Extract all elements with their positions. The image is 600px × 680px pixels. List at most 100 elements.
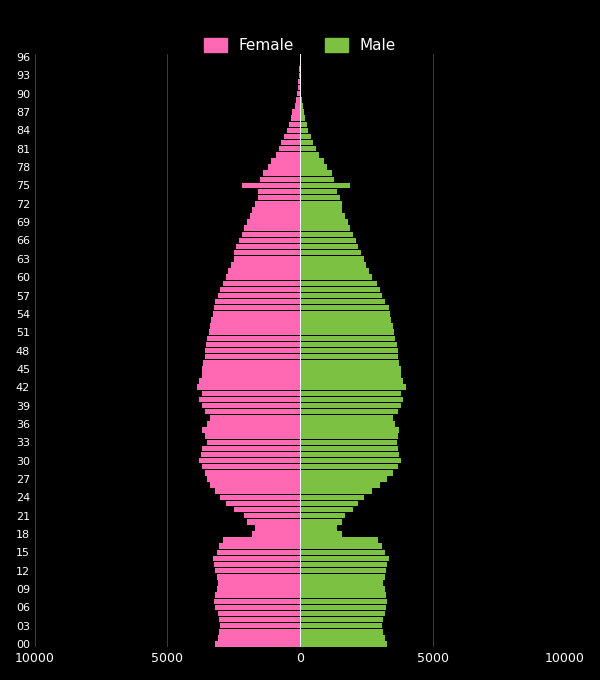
Bar bbox=[215, 299, 300, 305]
Bar bbox=[300, 103, 302, 109]
Bar bbox=[300, 287, 380, 292]
Bar bbox=[300, 116, 305, 121]
Bar bbox=[218, 611, 300, 616]
Bar bbox=[300, 201, 343, 207]
Bar bbox=[300, 311, 390, 317]
Bar bbox=[214, 598, 300, 604]
Bar bbox=[300, 562, 388, 567]
Bar bbox=[207, 439, 300, 445]
Bar bbox=[300, 409, 398, 414]
Bar bbox=[298, 85, 300, 90]
Bar bbox=[300, 177, 334, 182]
Bar bbox=[300, 354, 398, 360]
Bar bbox=[279, 146, 300, 152]
Bar bbox=[300, 470, 393, 475]
Bar bbox=[300, 482, 380, 488]
Bar bbox=[199, 458, 300, 463]
Bar bbox=[214, 305, 300, 311]
Bar bbox=[207, 335, 300, 341]
Bar bbox=[300, 476, 388, 481]
Bar bbox=[300, 488, 371, 494]
Bar bbox=[207, 421, 300, 426]
Bar bbox=[205, 347, 300, 354]
Bar bbox=[300, 226, 350, 231]
Bar bbox=[215, 592, 300, 598]
Bar bbox=[231, 262, 300, 268]
Bar bbox=[300, 269, 369, 274]
Bar bbox=[229, 269, 300, 274]
Bar bbox=[205, 354, 300, 360]
Bar bbox=[200, 452, 300, 457]
Bar bbox=[300, 598, 388, 604]
Bar bbox=[300, 458, 401, 463]
Bar bbox=[203, 360, 300, 366]
Bar bbox=[202, 464, 300, 469]
Bar bbox=[226, 275, 300, 280]
Bar bbox=[300, 396, 403, 402]
Bar bbox=[300, 537, 378, 543]
Bar bbox=[257, 195, 300, 201]
Bar bbox=[300, 635, 385, 641]
Bar bbox=[300, 421, 395, 426]
Bar bbox=[300, 403, 401, 408]
Bar bbox=[205, 409, 300, 414]
Bar bbox=[271, 158, 300, 164]
Bar bbox=[247, 519, 300, 524]
Bar bbox=[300, 439, 397, 445]
Bar bbox=[298, 91, 300, 97]
Bar bbox=[276, 152, 300, 158]
Bar bbox=[234, 507, 300, 512]
Bar bbox=[300, 91, 301, 97]
Bar bbox=[300, 329, 394, 335]
Bar bbox=[211, 317, 300, 323]
Bar bbox=[223, 537, 300, 543]
Bar bbox=[197, 384, 300, 390]
Bar bbox=[300, 378, 403, 384]
Bar bbox=[300, 140, 313, 146]
Bar bbox=[300, 519, 343, 524]
Bar bbox=[300, 390, 401, 396]
Bar bbox=[300, 623, 382, 628]
Bar bbox=[300, 152, 319, 158]
Bar bbox=[300, 605, 386, 610]
Bar bbox=[296, 97, 300, 103]
Bar bbox=[236, 244, 300, 250]
Bar bbox=[300, 335, 395, 341]
Bar bbox=[300, 128, 308, 133]
Bar bbox=[260, 177, 300, 182]
Bar bbox=[202, 366, 300, 372]
Bar bbox=[300, 525, 337, 530]
Bar bbox=[215, 605, 300, 610]
Bar bbox=[300, 372, 401, 378]
Bar bbox=[300, 549, 385, 555]
Bar bbox=[215, 641, 300, 647]
Bar bbox=[218, 635, 300, 641]
Bar bbox=[300, 531, 343, 537]
Bar bbox=[252, 531, 300, 537]
Bar bbox=[300, 360, 400, 366]
Bar bbox=[291, 116, 300, 121]
Bar bbox=[300, 427, 400, 432]
Bar bbox=[300, 158, 324, 164]
Bar bbox=[300, 494, 364, 500]
Bar bbox=[300, 629, 383, 634]
Bar bbox=[300, 500, 358, 506]
Bar bbox=[210, 415, 300, 420]
Bar bbox=[300, 109, 304, 115]
Bar bbox=[212, 556, 300, 561]
Bar bbox=[220, 287, 300, 292]
Bar bbox=[210, 482, 300, 488]
Bar bbox=[300, 507, 353, 512]
Bar bbox=[300, 445, 398, 451]
Bar bbox=[281, 140, 300, 146]
Bar bbox=[300, 256, 364, 262]
Bar bbox=[300, 293, 382, 299]
Bar bbox=[300, 244, 358, 250]
Bar bbox=[214, 562, 300, 567]
Bar bbox=[205, 433, 300, 439]
Bar bbox=[300, 586, 385, 592]
Bar bbox=[242, 183, 300, 188]
Bar bbox=[257, 189, 300, 194]
Bar bbox=[300, 262, 366, 268]
Bar bbox=[300, 513, 345, 518]
